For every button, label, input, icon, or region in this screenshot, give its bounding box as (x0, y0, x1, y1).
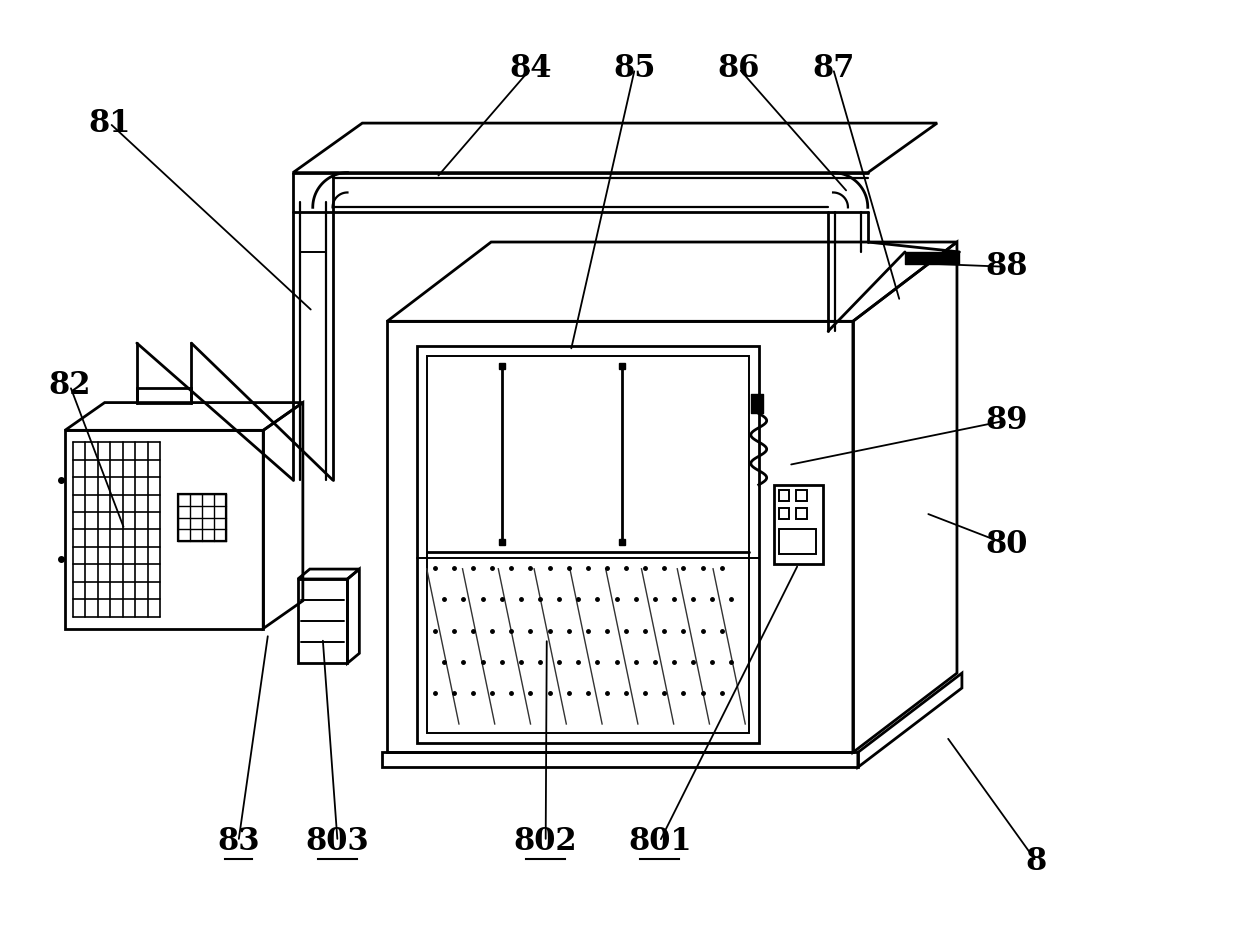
Bar (779, 490, 790, 501)
Bar (298, 579, 347, 663)
Bar (779, 529, 816, 554)
Text: 82: 82 (48, 370, 92, 401)
Bar (382, 752, 858, 767)
Bar (796, 490, 807, 501)
Text: 83: 83 (217, 826, 259, 857)
Bar (64, 430, 263, 629)
Bar (417, 346, 759, 743)
Bar (387, 321, 853, 752)
Text: 802: 802 (513, 826, 578, 857)
Text: 8: 8 (1025, 846, 1047, 877)
Bar (774, 485, 823, 564)
Bar (179, 494, 226, 541)
Text: 87: 87 (812, 53, 854, 84)
Text: 803: 803 (306, 826, 370, 857)
Text: 89: 89 (986, 405, 1028, 436)
Bar (427, 356, 749, 732)
Bar (796, 508, 807, 519)
Text: 81: 81 (88, 107, 130, 139)
Text: 86: 86 (718, 53, 760, 84)
Text: 801: 801 (627, 826, 692, 857)
Text: 80: 80 (986, 529, 1028, 560)
Text: 85: 85 (614, 53, 656, 84)
Bar (779, 508, 790, 519)
Text: 84: 84 (510, 53, 552, 84)
Bar (136, 388, 191, 402)
Text: 88: 88 (986, 251, 1028, 283)
